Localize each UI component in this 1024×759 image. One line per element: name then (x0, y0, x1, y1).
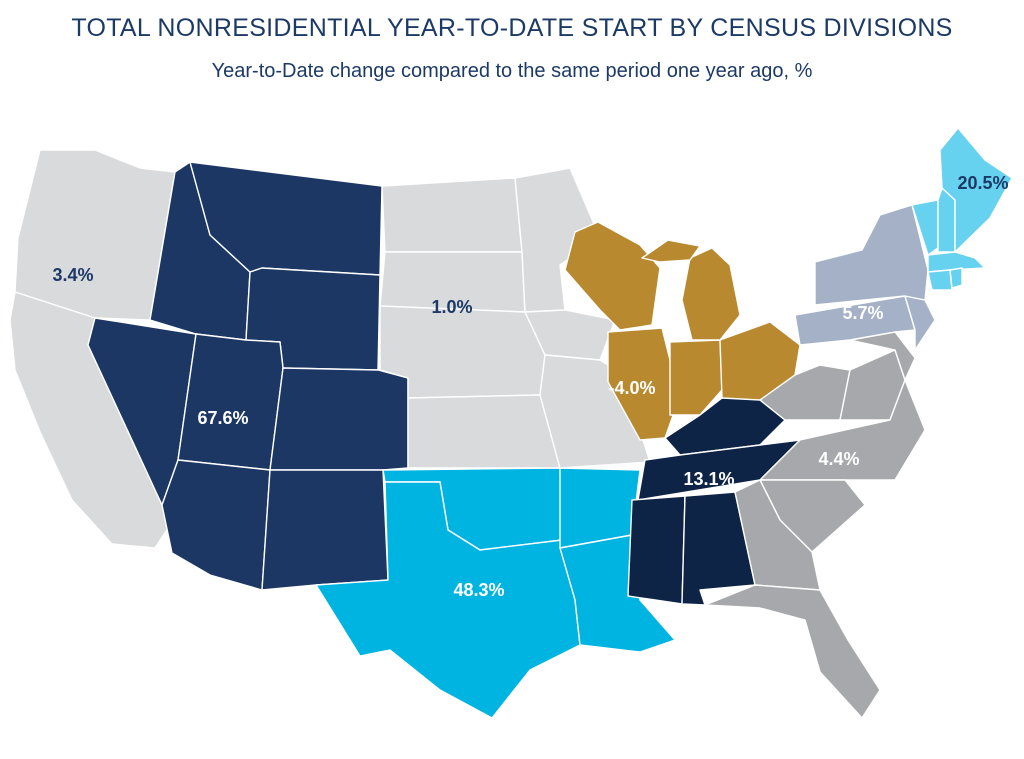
label-mountain: 67.6% (197, 408, 248, 428)
division-new-england (911, 127, 1013, 291)
label-east-north-central: -4.0% (608, 378, 655, 398)
label-west-north-central: 1.0% (431, 297, 472, 317)
label-south-atlantic: 4.4% (818, 449, 859, 469)
division-mountain (87, 161, 409, 591)
division-west-south-central (315, 467, 676, 719)
label-east-south-central: 13.1% (683, 469, 734, 489)
map-subtitle: Year-to-Date change compared to the same… (211, 60, 813, 82)
division-south-atlantic (704, 331, 926, 719)
label-pacific: 3.4% (52, 265, 93, 285)
division-west-north-central (379, 167, 651, 469)
division-east-north-central (564, 221, 801, 441)
label-middle-atlantic: 5.7% (842, 303, 883, 323)
map-title: TOTAL NONRESIDENTIAL YEAR-TO-DATE START … (71, 14, 953, 42)
label-new-england: 20.5% (957, 173, 1008, 193)
division-east-south-central (627, 397, 801, 606)
division-middle-atlantic (794, 204, 936, 351)
label-west-south-central: 48.3% (453, 580, 504, 600)
